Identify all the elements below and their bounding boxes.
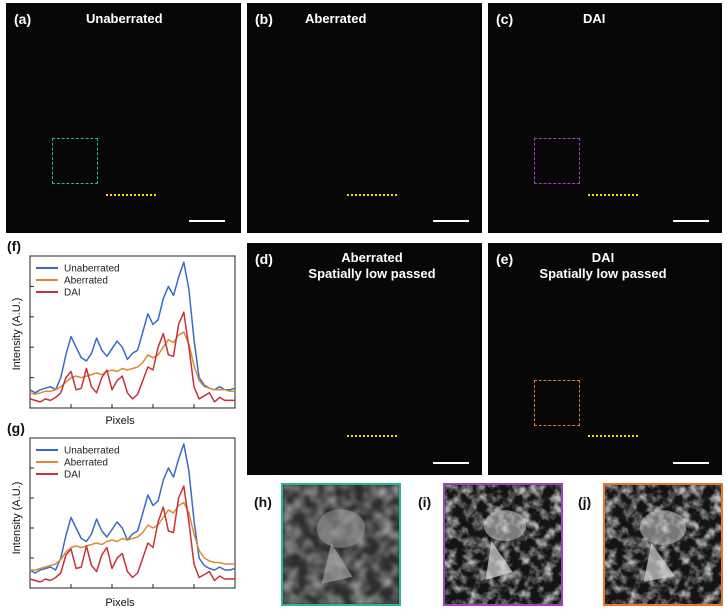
microscopy-image bbox=[247, 3, 482, 233]
zoom-image bbox=[445, 485, 561, 604]
microscopy-image bbox=[488, 3, 722, 233]
panel-label: (a) bbox=[14, 11, 32, 27]
zoom-inset-dai bbox=[443, 483, 563, 606]
panel-title: DAI bbox=[583, 11, 606, 26]
panel-label: (b) bbox=[255, 11, 273, 27]
panel-title-line1: Aberrated bbox=[341, 250, 403, 265]
image-panel-aberrated-lowpass: (d) Aberrated Spatially low passed bbox=[247, 243, 482, 475]
legend-entry-dai: DAI bbox=[64, 288, 81, 299]
zoom-image bbox=[605, 485, 721, 604]
roi-box-orange bbox=[534, 380, 580, 426]
y-axis-title: Intensity (A.U.) bbox=[11, 482, 23, 555]
series-line-dai bbox=[29, 485, 235, 583]
legend-entry-dai: DAI bbox=[64, 470, 81, 481]
zoom-label-h: (h) bbox=[254, 494, 272, 510]
scale-bar bbox=[433, 462, 469, 464]
line-profile-marker bbox=[347, 435, 397, 437]
scale-bar bbox=[189, 220, 225, 222]
series-line-unaberrated bbox=[29, 443, 236, 574]
line-profile-marker bbox=[588, 194, 638, 196]
line-profile-marker bbox=[106, 194, 156, 196]
panel-title: Unaberrated bbox=[86, 11, 163, 26]
scale-bar bbox=[673, 462, 709, 464]
panel-label: (e) bbox=[496, 251, 514, 267]
x-axis-title: Pixels bbox=[105, 597, 135, 609]
image-panel-unaberrated: (a) Unaberrated bbox=[6, 3, 241, 233]
line-chart-g: Unaberrated Aberrated DAI Intensity (A.U.)… bbox=[0, 430, 245, 609]
image-panel-dai: (c) DAI bbox=[488, 3, 722, 233]
panel-title-line2: Spatially low passed bbox=[308, 266, 436, 281]
legend-entry-aberrated: Aberrated bbox=[64, 458, 108, 469]
series-line-aberrated bbox=[30, 501, 235, 571]
microscopy-image bbox=[488, 243, 722, 475]
zoom-label-j: (j) bbox=[578, 494, 592, 510]
panel-title-line1: DAI bbox=[591, 250, 615, 265]
roi-box-green bbox=[52, 138, 98, 184]
legend-entry-unaberrated: Unaberrated bbox=[64, 264, 120, 275]
legend-entry-unaberrated: Unaberrated bbox=[64, 446, 120, 457]
line-chart-f: Unaberrated Aberrated DAI Intensity (A.U.)… bbox=[0, 248, 245, 428]
zoom-inset-dai-lowpass bbox=[603, 483, 723, 606]
y-axis-title: Intensity (A.U.) bbox=[11, 298, 23, 371]
scale-bar bbox=[433, 220, 469, 222]
panel-title: Aberrated Spatially low passed bbox=[287, 250, 457, 282]
microscopy-image bbox=[6, 3, 241, 233]
image-panel-dai-lowpass: (e) DAI Spatially low passed bbox=[488, 243, 722, 475]
plot-label-g: (g) bbox=[7, 420, 25, 436]
plot-label-f: (f) bbox=[7, 238, 21, 254]
plot-frame bbox=[29, 437, 236, 589]
plot-frame bbox=[29, 255, 236, 409]
panel-title: DAI Spatially low passed bbox=[518, 250, 688, 282]
image-panel-aberrated: (b) Aberrated bbox=[247, 3, 482, 233]
panel-label: (c) bbox=[496, 11, 514, 27]
series-line-unaberrated bbox=[29, 261, 236, 394]
series-line-dai bbox=[29, 311, 235, 403]
panel-title: Aberrated bbox=[305, 11, 367, 26]
line-profile-marker bbox=[347, 194, 397, 196]
zoom-inset-unaberrated bbox=[281, 483, 401, 606]
line-profile-marker bbox=[588, 435, 638, 437]
roi-box-purple bbox=[534, 138, 580, 184]
zoom-image bbox=[283, 485, 399, 604]
zoom-label-i: (i) bbox=[418, 494, 432, 510]
scale-bar bbox=[673, 220, 709, 222]
legend-entry-aberrated: Aberrated bbox=[64, 276, 108, 287]
panel-label: (d) bbox=[255, 251, 273, 267]
x-axis-title: Pixels bbox=[105, 415, 135, 427]
panel-title-line2: Spatially low passed bbox=[539, 266, 667, 281]
